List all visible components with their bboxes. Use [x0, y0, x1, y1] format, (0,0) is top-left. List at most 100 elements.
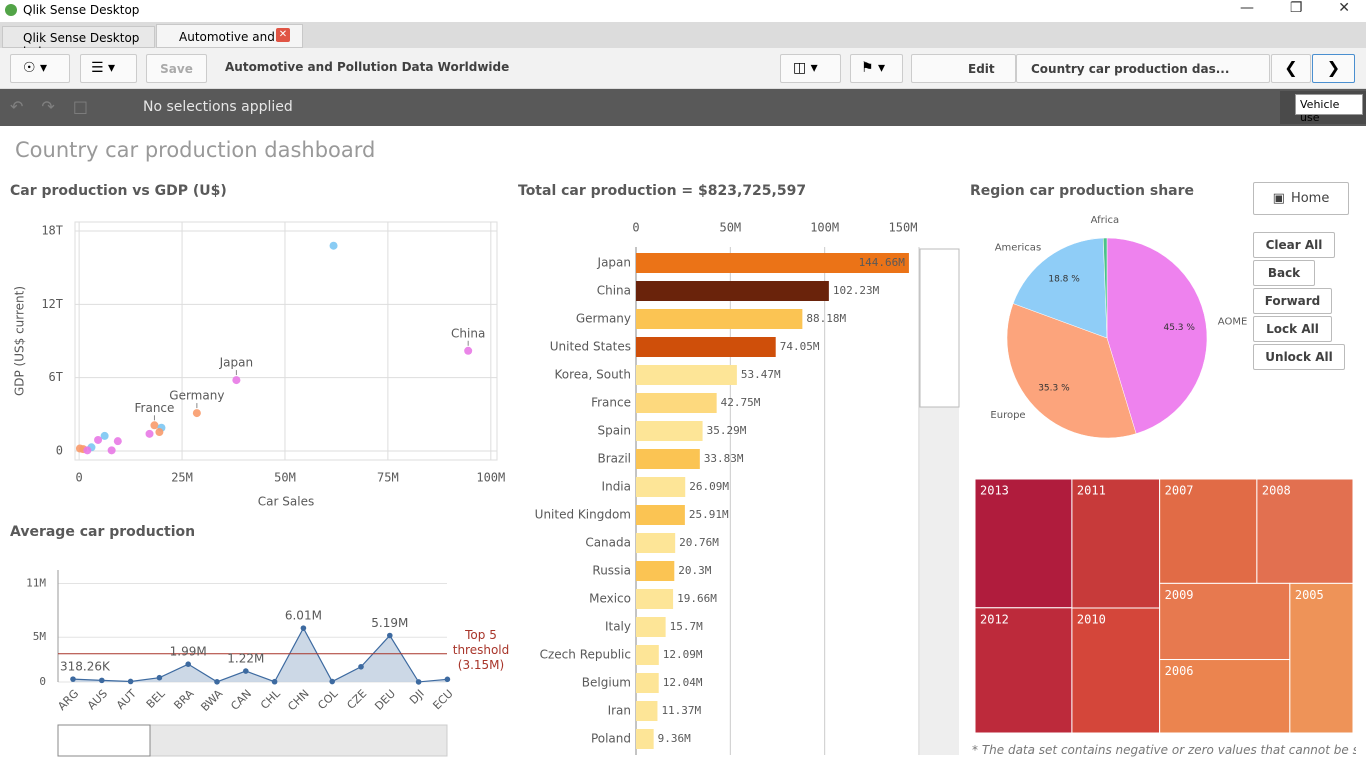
tab-close[interactable]: ✕ [276, 28, 290, 42]
y-tick-label: 0 [56, 443, 63, 457]
treemap-cell [1159, 582, 1291, 661]
prev-sheet[interactable]: ❮ [1271, 54, 1311, 83]
pie-category-label: Africa [1091, 215, 1120, 226]
clear-all-button[interactable]: Clear All [1253, 232, 1335, 258]
point [94, 435, 103, 444]
home-icon: ▣ [1272, 191, 1285, 206]
treemap-label: 2008 [1262, 484, 1291, 498]
point [100, 431, 109, 440]
x-tick-label: 50M [274, 471, 296, 485]
value-label: 42.75M [721, 396, 761, 409]
point [127, 678, 134, 685]
treemap-cell [1289, 582, 1354, 734]
pie-slice [1012, 237, 1108, 339]
treemap-cell [1159, 478, 1258, 584]
lock-all-button[interactable]: Lock All [1253, 316, 1332, 342]
x-tick-label: CHN [285, 687, 311, 713]
x-tick-label: ECU [430, 687, 455, 712]
category-label: United Kingdom [535, 508, 631, 522]
y-axis-label: GDP (US$ current) [13, 286, 27, 396]
value-label: 20.3M [678, 564, 711, 577]
bar [636, 253, 909, 273]
value-label: 9.36M [658, 732, 691, 745]
window-controls[interactable]: — ❐ ✕ [1240, 0, 1350, 16]
unlock-all-button[interactable]: Unlock All [1253, 344, 1345, 370]
bar [636, 281, 829, 301]
scroll-handle [919, 248, 960, 408]
treemap-label: 2007 [1165, 484, 1194, 498]
x-tick-label: ARG [55, 687, 81, 713]
bar [636, 309, 803, 329]
chart-title: Total car production = $823,725,597 [518, 183, 806, 199]
y-tick-label: 12T [41, 297, 63, 311]
list-button[interactable]: ☰ ▾ [80, 54, 137, 83]
home-button[interactable]: ▣ Home [1253, 182, 1349, 215]
category-label: Brazil [598, 452, 632, 466]
tab[interactable]: Qlik Sense Desktop hub [2, 26, 155, 59]
bar [636, 561, 675, 581]
save-button[interactable]: Save [146, 54, 207, 83]
treemap-label: 2006 [1165, 664, 1194, 678]
nav-button[interactable]: ☉ ▾ [10, 54, 70, 83]
point [155, 428, 164, 437]
value-label: 74.05M [780, 340, 820, 353]
x-tick-label: AUS [85, 687, 110, 712]
y-tick-label: 18T [41, 224, 63, 238]
value-label: 26.09M [689, 480, 729, 493]
edit-button[interactable]: Edit [911, 54, 1016, 83]
point-label: France [135, 401, 175, 415]
chart-title: Region car production share [970, 183, 1194, 199]
point [99, 677, 105, 684]
treemap-cell [974, 607, 1073, 734]
app-icon [5, 4, 17, 16]
pie-slice [1006, 303, 1137, 439]
category-label: Iran [608, 704, 631, 718]
point [70, 676, 76, 682]
value-label: 5.19M [371, 616, 408, 630]
treemap-cell [1071, 478, 1161, 609]
value-label: 6.01M [285, 609, 322, 623]
point-label: China [451, 326, 485, 340]
treemap-label: 2011 [1077, 484, 1106, 498]
selection-bar: ↶↷□ No selections applied Vehicle use [0, 89, 1366, 126]
value-label: 15.7M [670, 620, 703, 633]
present-button[interactable]: ◫ ▾ [780, 54, 841, 83]
x-tick-label: DEU [372, 687, 398, 713]
point [150, 421, 159, 430]
category-label: India [602, 480, 631, 494]
app-name: Automotive and Pollution Data Worldwide [225, 60, 510, 74]
value-label: 144.66M [859, 256, 906, 269]
pie-value-label: 45.3 % [1163, 323, 1195, 333]
treemap-cell [1159, 659, 1291, 734]
selection-tools[interactable]: ↶↷□ [10, 97, 106, 116]
category-label: Italy [605, 620, 631, 634]
bar [636, 393, 717, 413]
category-label: Mexico [589, 592, 631, 606]
x-tick-label: 0 [632, 221, 639, 235]
selection-status: No selections applied [143, 99, 293, 115]
x-tick-label: DJI [407, 687, 427, 707]
next-sheet[interactable]: ❯ [1312, 54, 1355, 83]
bar [636, 729, 654, 749]
value-label: 1.22M [227, 652, 264, 666]
navigator-window [57, 724, 151, 757]
point [113, 437, 122, 446]
x-tick-label: COL [315, 686, 341, 712]
treemap-cell [1071, 607, 1161, 734]
back-button[interactable]: Back [1253, 260, 1315, 286]
category-label: Belgium [582, 676, 631, 690]
point-label: Germany [169, 389, 224, 403]
x-tick-label: 100M [810, 221, 839, 235]
point [464, 346, 473, 355]
title-bar: Qlik Sense Desktop — ❐ ✕ [0, 0, 1366, 22]
category-label: Czech Republic [540, 648, 631, 662]
line [72, 626, 448, 683]
bookmark-button[interactable]: ⚑ ▾ [850, 54, 903, 83]
forward-button[interactable]: Forward [1253, 288, 1332, 314]
point [192, 409, 201, 418]
sheet-selector[interactable]: Country car production das... [1016, 54, 1270, 83]
value-label: 1.99M [170, 645, 207, 659]
treemap-label: 2005 [1295, 588, 1324, 602]
bar [636, 505, 685, 525]
